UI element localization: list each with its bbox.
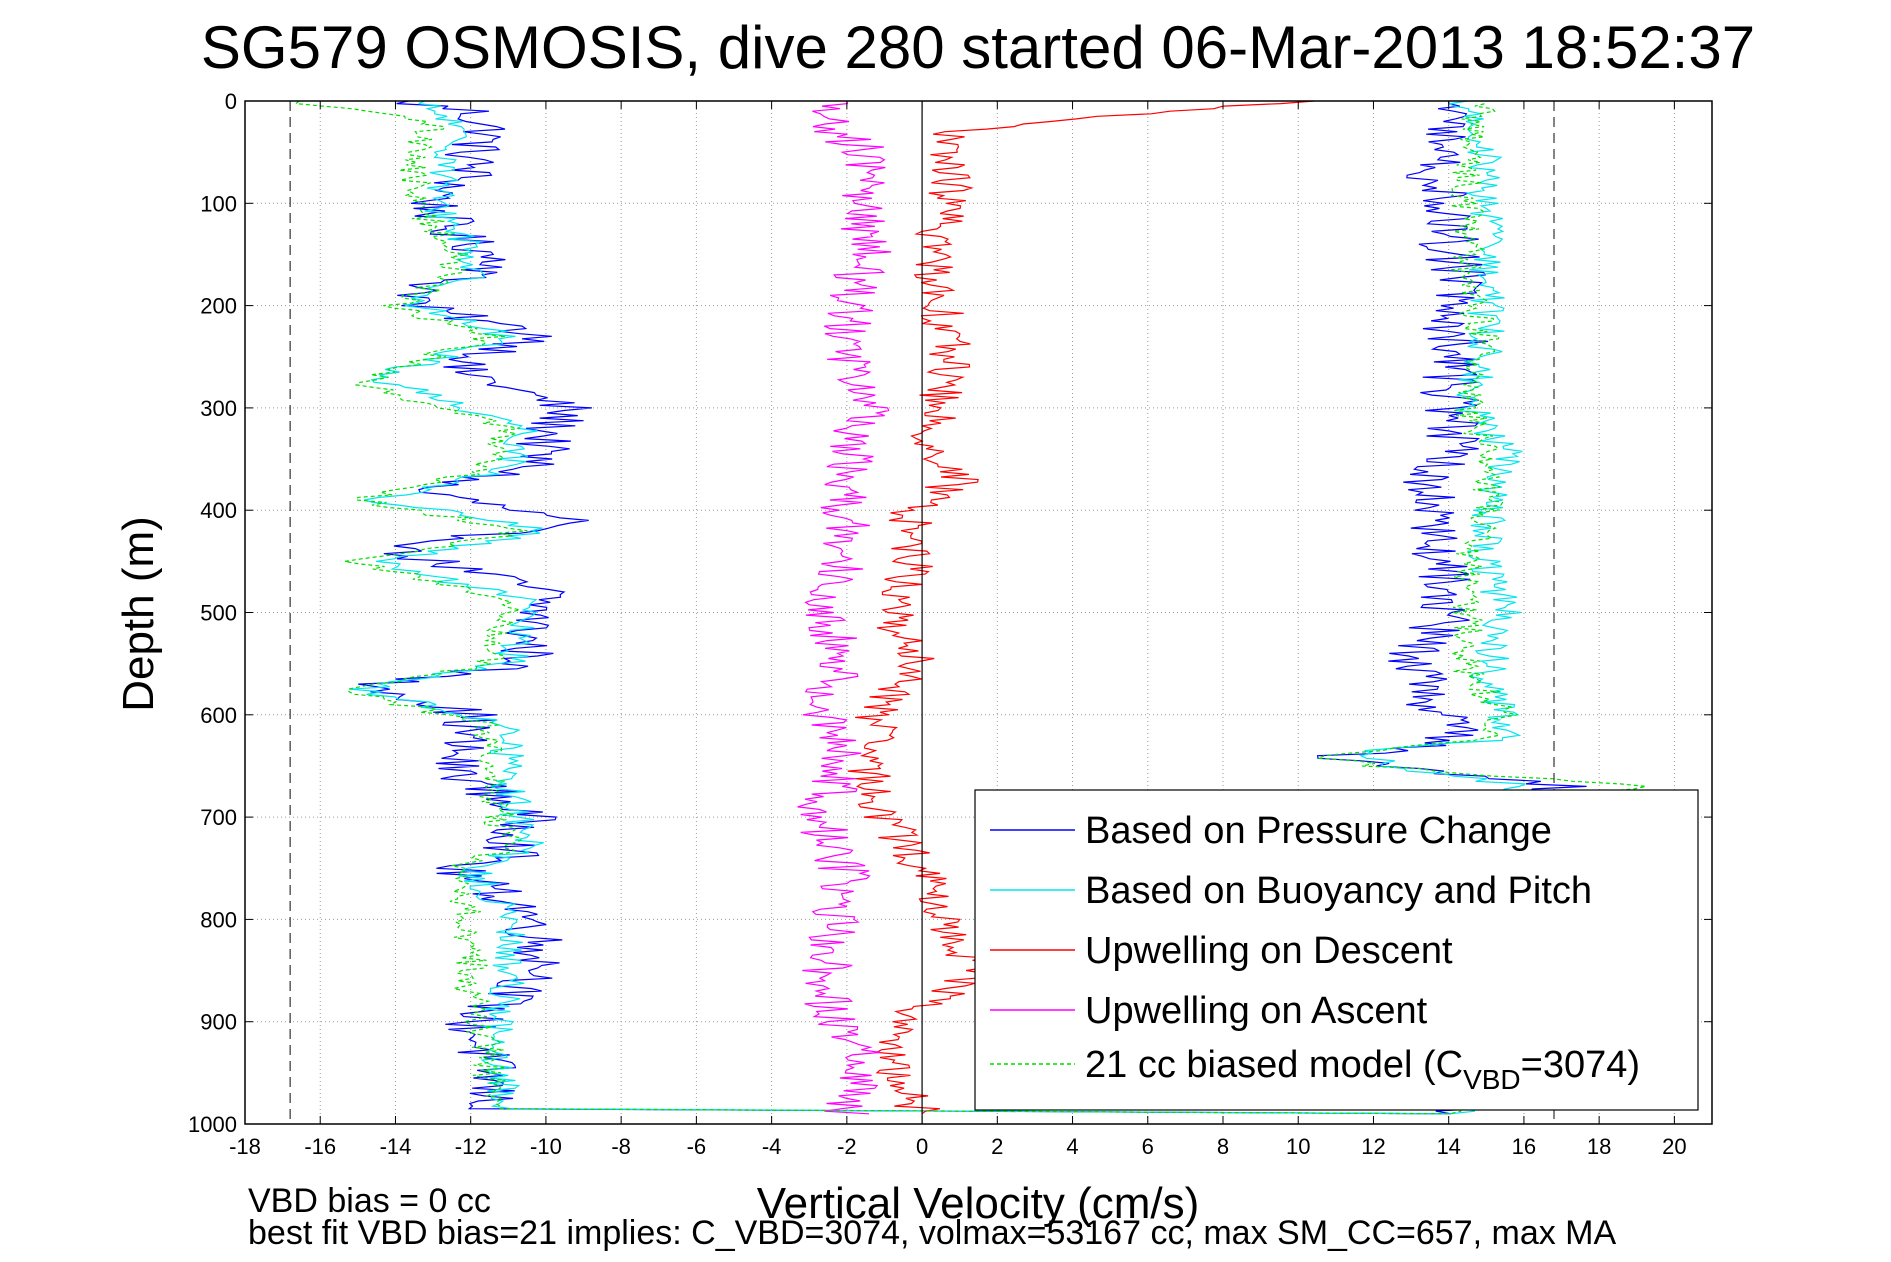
vbd-bias-note: VBD bias = 0 cc	[248, 1182, 491, 1220]
x-tick-label: 20	[1662, 1134, 1686, 1159]
series-line	[797, 100, 892, 1115]
x-tick-label: 14	[1436, 1134, 1460, 1159]
x-tick-label: 4	[1066, 1134, 1078, 1159]
legend-label-biased-model-pre: 21 cc biased model (C	[1085, 1044, 1463, 1086]
x-tick-label: -10	[530, 1134, 562, 1159]
y-tick-label: 300	[200, 396, 237, 421]
x-tick-label: 6	[1142, 1134, 1154, 1159]
legend-label-upwelling-descent: Upwelling on Descent	[1085, 930, 1453, 972]
y-tick-label: 200	[200, 294, 237, 319]
legend-label-biased-model: 21 cc biased model (CVBD=3074)	[1085, 1044, 1640, 1095]
x-tick-label: 8	[1217, 1134, 1229, 1159]
x-tick-label: 2	[991, 1134, 1003, 1159]
x-tick-label: 12	[1361, 1134, 1385, 1159]
x-tick-label: -12	[455, 1134, 487, 1159]
y-tick-label: 100	[200, 191, 237, 216]
x-tick-label: -4	[762, 1134, 782, 1159]
series-line	[349, 100, 1526, 1115]
best-fit-note: best fit VBD bias=21 implies: C_VBD=3074…	[248, 1214, 1617, 1252]
y-tick-label: 600	[200, 703, 237, 728]
plot-lines	[294, 100, 1647, 1115]
series-line	[847, 100, 1315, 1115]
y-tick-label: 500	[200, 601, 237, 626]
y-tick-label: 700	[200, 805, 237, 830]
legend-label-buoyancy-pitch: Based on Buoyancy and Pitch	[1085, 870, 1592, 912]
legend-label-upwelling-ascent: Upwelling on Ascent	[1085, 990, 1428, 1032]
x-tick-label: -6	[687, 1134, 707, 1159]
y-tick-label: 0	[225, 89, 237, 114]
axis-ticks: -18 -16 -14 -12 -10 -8 -6 -4 -2 0 2 4 6 8 10 12 14 16 18 20…	[188, 89, 1712, 1159]
legend-box	[974, 789, 1699, 1111]
chart-title: SG579 OSMOSIS, dive 280 started 06-Mar-2…	[201, 14, 1755, 81]
x-tick-label: -8	[611, 1134, 631, 1159]
y-tick-label: 1000	[188, 1112, 237, 1137]
legend-label-biased-model-post: =3074)	[1521, 1044, 1640, 1086]
x-tick-label: -16	[304, 1134, 336, 1159]
legend: Based on Pressure Change Based on Buoyan…	[974, 789, 1699, 1111]
legend-label-pressure-change: Based on Pressure Change	[1085, 810, 1552, 852]
x-tick-label: 16	[1512, 1134, 1536, 1159]
y-tick-label: 400	[200, 498, 237, 523]
y-axis-label: Depth (m)	[114, 516, 163, 712]
x-tick-label: 0	[916, 1134, 928, 1159]
legend-label-biased-model-sub: VBD	[1463, 1064, 1521, 1095]
x-tick-label: -18	[229, 1134, 261, 1159]
x-axis-label: Vertical Velocity (cm/s)	[757, 1179, 1200, 1228]
x-tick-label: 18	[1587, 1134, 1611, 1159]
y-tick-label: 800	[200, 907, 237, 932]
x-tick-label: -2	[837, 1134, 857, 1159]
x-tick-label: 10	[1286, 1134, 1310, 1159]
y-tick-label: 900	[200, 1010, 237, 1035]
x-tick-label: -14	[380, 1134, 412, 1159]
